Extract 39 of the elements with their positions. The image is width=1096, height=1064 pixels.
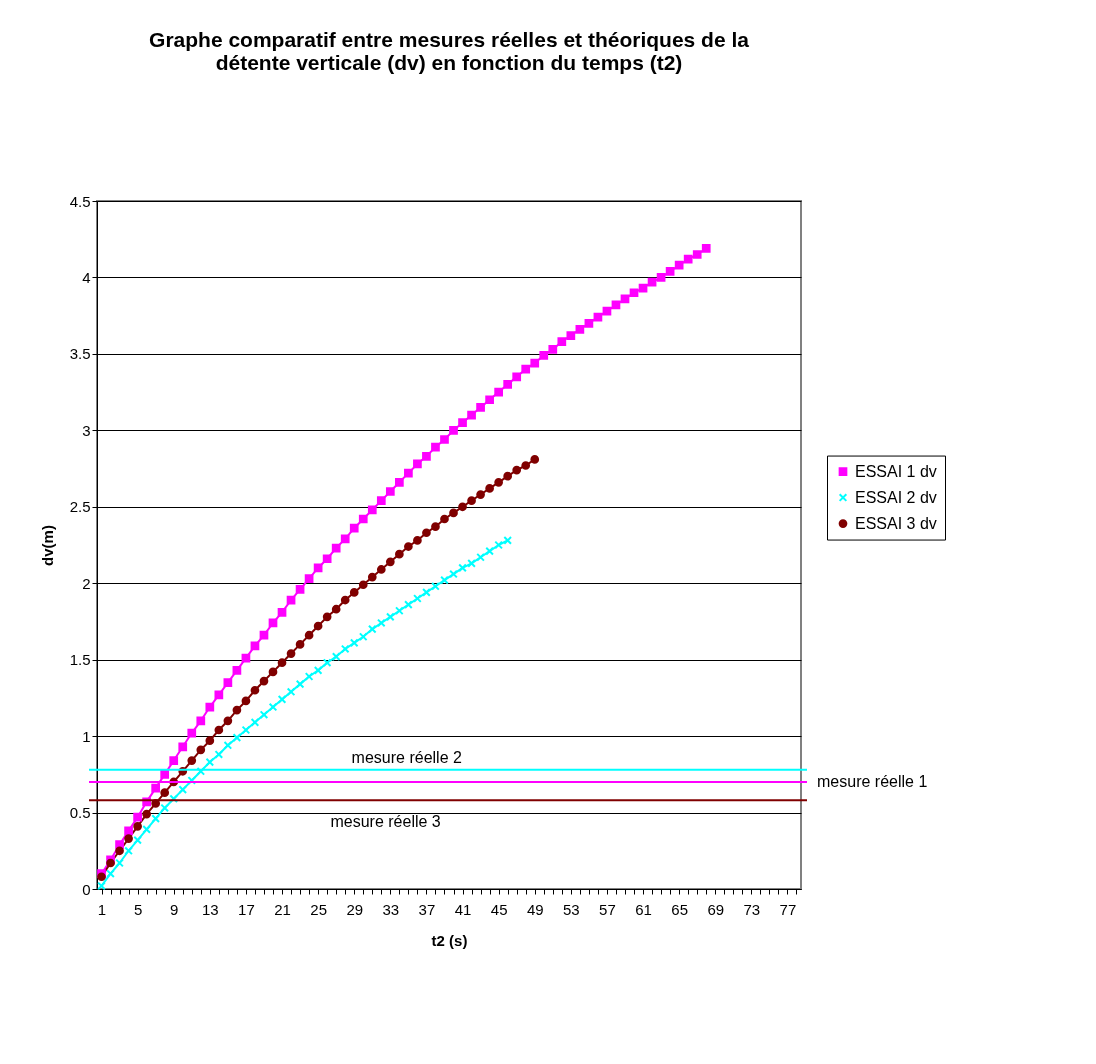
x-axis-title: t2 (s) [431, 931, 468, 949]
y-tick-label: 2.5 [69, 498, 91, 516]
y-tick-label: 1.5 [69, 651, 91, 669]
x-tick-label: 9 [170, 900, 179, 918]
y-tick-label: 3 [82, 421, 91, 439]
x-tick-label: 1 [97, 900, 107, 918]
y-tick-label: 4.5 [69, 192, 91, 210]
x-tick-label: 45 [490, 900, 508, 918]
y-tick-label: 1 [82, 727, 91, 745]
legend-label: ESSAI 3 dv [855, 514, 937, 532]
x-tick-label: 49 [526, 900, 544, 918]
chart-title: Graphe comparatif entre mesures réelles et théoriques de la détente verticale (dv) en fonction du temps (t2) [149, 28, 750, 74]
legend-label: ESSAI 2 dv [855, 488, 937, 506]
x-tick-label: 17 [238, 900, 255, 918]
x-tick-label: 41 [454, 900, 472, 918]
y-tick-label: 4 [82, 268, 91, 286]
y-tick-label: 0 [82, 880, 91, 898]
x-tick-label: 65 [671, 900, 688, 918]
x-tick-label: 25 [310, 900, 327, 918]
ref-line-label: mesure réelle 1 [817, 772, 928, 790]
x-tick-label: 13 [201, 900, 219, 918]
x-tick-label: 21 [274, 900, 291, 918]
y-tick-label: 2 [82, 574, 91, 592]
y-tick-label: 0.5 [69, 804, 91, 822]
y-axis-title: dv(m) [38, 525, 56, 566]
x-tick-label: 77 [779, 900, 797, 918]
legend-label: ESSAI 1 dv [855, 462, 937, 480]
x-tick-label: 37 [418, 900, 436, 918]
x-tick-label: 57 [599, 900, 616, 918]
y-tick-label: 3.5 [69, 345, 91, 363]
x-tick-label: 29 [346, 900, 364, 918]
ref-line-label: mesure réelle 2 [351, 748, 462, 766]
x-tick-label: 73 [743, 900, 761, 918]
x-tick-label: 33 [382, 900, 400, 918]
x-tick-label: 5 [133, 900, 143, 918]
ref-line-label: mesure réelle 3 [330, 813, 441, 831]
x-tick-label: 53 [563, 900, 580, 918]
x-tick-label: 61 [635, 900, 652, 918]
x-tick-label: 69 [707, 900, 725, 918]
